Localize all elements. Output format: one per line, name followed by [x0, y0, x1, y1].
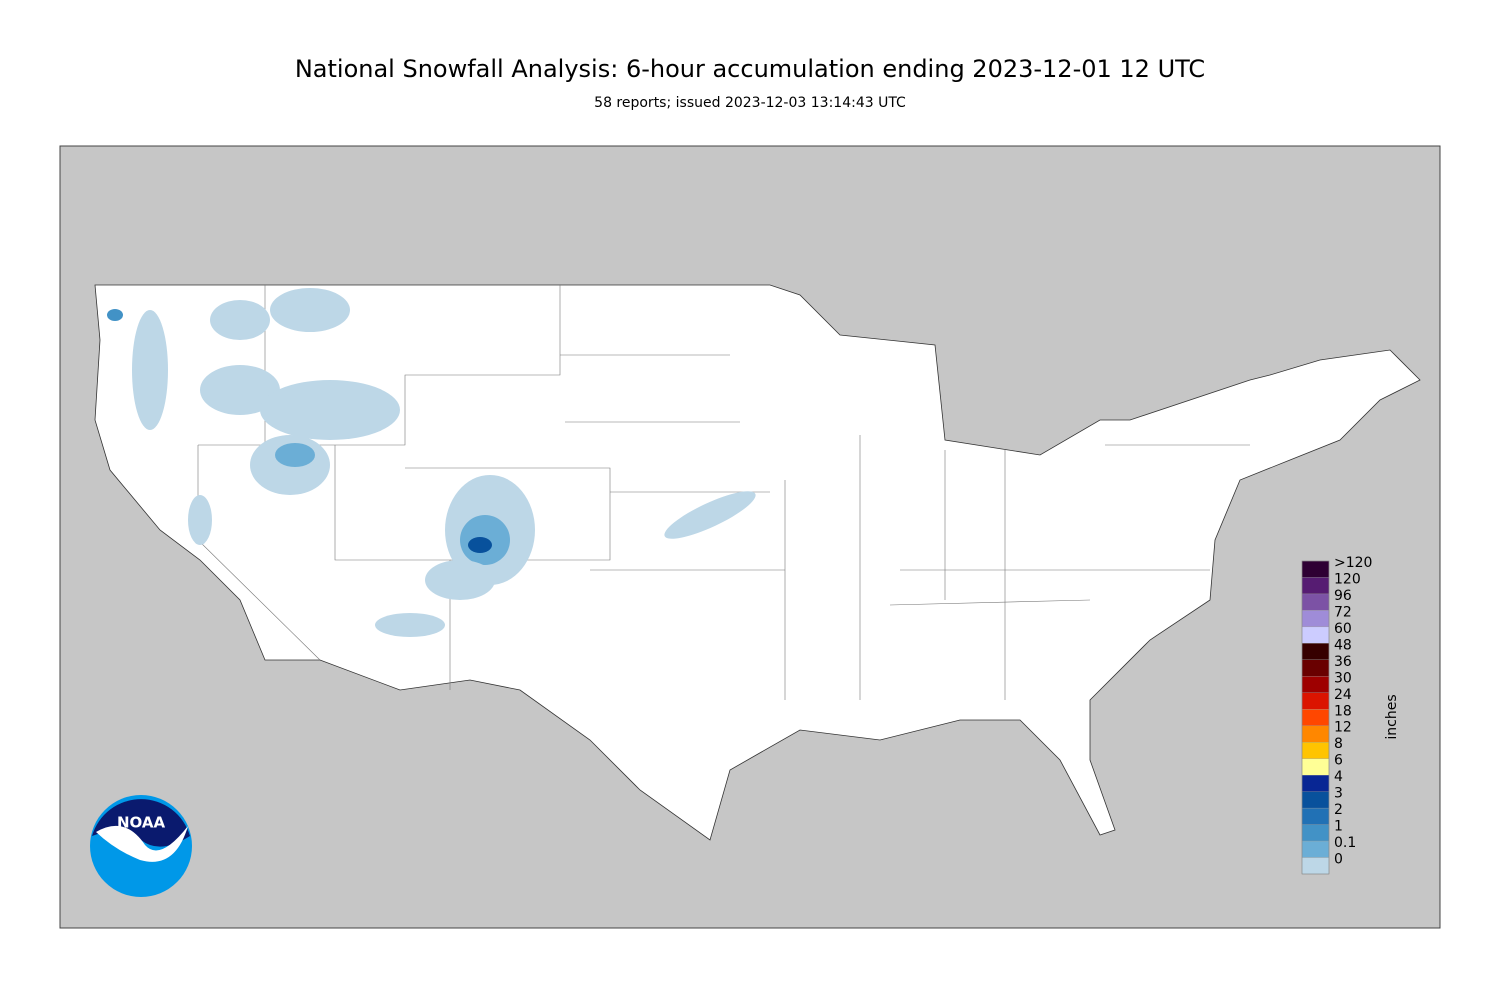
legend-item-label: 60: [1334, 621, 1352, 637]
legend-swatch: [1301, 840, 1330, 858]
legend-item-label: >120: [1334, 555, 1372, 571]
legend-item-label: 48: [1334, 637, 1352, 653]
map: [59, 145, 1441, 929]
legend-item-label: 12: [1334, 720, 1352, 736]
legend-label: inches: [1384, 694, 1400, 739]
snow-areas: [107, 288, 756, 637]
legend-swatch: [1301, 857, 1330, 875]
legend-item-label: 4: [1334, 769, 1343, 785]
legend-swatch: [1301, 593, 1330, 611]
legend-swatch: [1301, 626, 1330, 644]
legend-item-label: 36: [1334, 654, 1352, 670]
legend: inches >1201209672604836302418128643210.…: [1301, 555, 1400, 875]
legend-item-label: 8: [1334, 736, 1343, 752]
legend-item-label: 1: [1334, 819, 1343, 835]
subtitle: 58 reports; issued 2023-12-03 13:14:43 U…: [594, 95, 906, 111]
legend-item-label: 2: [1334, 802, 1343, 818]
legend-swatch: [1301, 807, 1330, 825]
legend-swatch: [1301, 577, 1330, 595]
usa: [94, 284, 1421, 841]
legend-swatch: [1301, 758, 1330, 776]
legend-swatch: [1301, 775, 1330, 792]
legend-swatch: [1301, 725, 1330, 743]
legend-swatch: [1301, 560, 1330, 578]
legend-item-label: 120: [1334, 571, 1361, 587]
legend-item-label: 3: [1334, 786, 1343, 802]
logo-text: NOAA: [117, 814, 166, 832]
legend-item-label: 6: [1334, 753, 1343, 769]
legend-swatch: [1301, 692, 1330, 710]
legend-swatch: [1301, 742, 1330, 759]
state-lines: [197, 285, 1250, 700]
legend-swatch: [1301, 824, 1330, 842]
legend-swatch: [1301, 659, 1330, 677]
legend-item-label: 30: [1334, 670, 1352, 686]
legend-swatch: [1301, 709, 1330, 726]
title: National Snowfall Analysis: 6-hour accum…: [295, 55, 1205, 83]
noaa-logo: NOAA: [90, 795, 192, 897]
legend-swatch: [1301, 791, 1330, 809]
legend-item-label: 0.1: [1334, 835, 1356, 851]
legend-item-label: 72: [1334, 604, 1352, 620]
legend-item-label: 0: [1334, 852, 1343, 868]
legend-swatch: [1301, 643, 1330, 660]
legend-item-label: 96: [1334, 588, 1352, 604]
legend-item-label: 18: [1334, 703, 1352, 719]
legend-swatch: [1301, 676, 1330, 693]
legend-swatch: [1301, 610, 1330, 628]
legend-frame: [1301, 560, 1330, 875]
legend-item-label: 24: [1334, 687, 1352, 703]
